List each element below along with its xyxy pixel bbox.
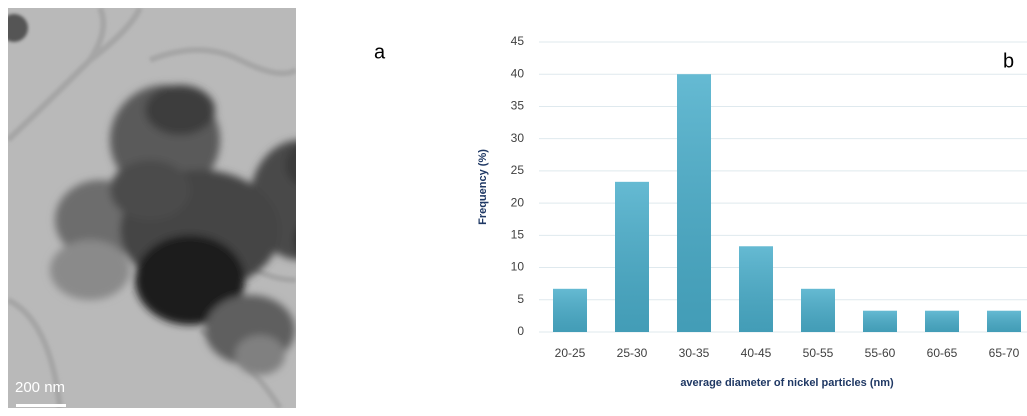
x-tick-label: 60-65 (927, 346, 958, 360)
y-tick-label: 40 (511, 66, 525, 80)
y-tick-label: 0 (517, 324, 524, 338)
bar-shade (801, 289, 835, 332)
bar-shade (553, 289, 587, 332)
panel-label: b (1003, 50, 1014, 72)
x-tick-label: 20-25 (555, 346, 586, 360)
bar-shade (987, 311, 1021, 332)
y-axis-title: Frequency (%) (477, 149, 489, 225)
tem-image (0, 8, 365, 408)
x-tick-label: 40-45 (741, 346, 772, 360)
y-tick-label: 5 (517, 292, 524, 306)
x-tick-label: 65-70 (989, 346, 1020, 360)
bar-shade (925, 311, 959, 332)
y-tick-label: 35 (511, 99, 525, 113)
x-tick-label: 55-60 (865, 346, 896, 360)
y-tick-label: 30 (511, 131, 525, 145)
y-tick-label: 25 (511, 163, 525, 177)
figure: 200 nm a b average diameter of nickel pa… (0, 0, 1027, 416)
y-tick-label: 15 (511, 228, 525, 242)
bar-shade (615, 182, 649, 332)
y-tick-label: 10 (511, 260, 525, 274)
bar-shade (677, 74, 711, 332)
y-tick-label: 20 (511, 195, 525, 209)
bar-shade (739, 246, 773, 332)
x-axis-title: average diameter of nickel particles (nm… (680, 377, 894, 389)
x-tick-label: 25-30 (617, 346, 648, 360)
x-tick-label: 30-35 (679, 346, 710, 360)
bar-shade (863, 311, 897, 332)
panel-label: a (374, 41, 386, 63)
scale-bar-label: 200 nm (15, 379, 65, 396)
x-tick-label: 50-55 (803, 346, 834, 360)
y-tick-label: 45 (511, 34, 525, 48)
